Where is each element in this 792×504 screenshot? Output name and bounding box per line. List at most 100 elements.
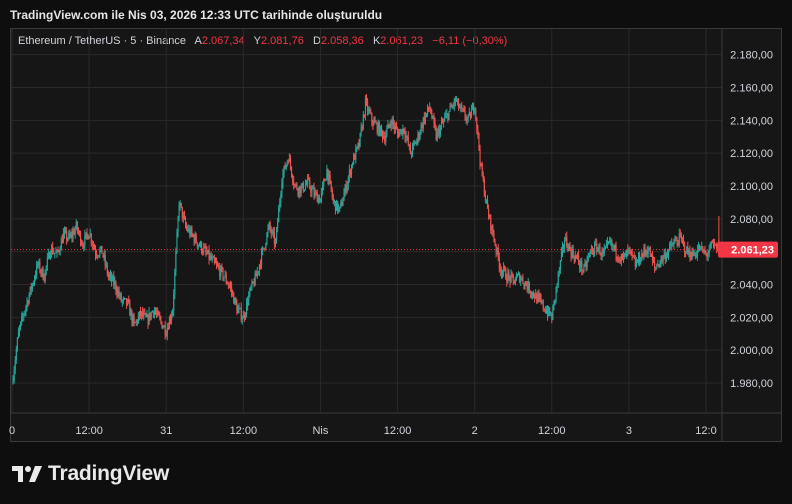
candle-body: [404, 131, 406, 138]
candle-body: [226, 282, 228, 285]
candle-body: [455, 100, 458, 102]
candle-body: [165, 334, 167, 336]
candle-body: [406, 136, 408, 138]
time-tick-label: 12:00: [538, 425, 566, 437]
candle-body: [213, 257, 216, 262]
candle-body: [18, 327, 21, 332]
candle-body: [277, 222, 279, 228]
candle-body: [129, 302, 131, 316]
candle-body: [138, 311, 141, 317]
candle-body: [176, 232, 178, 253]
candle-body: [548, 307, 550, 316]
candle-body: [280, 194, 282, 203]
candle-body: [537, 294, 539, 303]
candle-body: [374, 120, 376, 123]
candle-body: [639, 254, 641, 263]
candle-body: [589, 249, 591, 254]
candle-body: [100, 245, 102, 250]
footer-brand[interactable]: TradingView: [12, 460, 169, 488]
candle-body: [384, 136, 386, 143]
candle-body: [417, 133, 419, 141]
candle-body: [425, 113, 428, 115]
candle-body: [575, 255, 578, 258]
candle-body: [294, 184, 296, 186]
candle-body: [699, 246, 701, 250]
open-label: A: [194, 35, 202, 47]
candle-body: [474, 109, 476, 112]
candle-body: [197, 244, 199, 247]
candle-body: [238, 308, 240, 310]
candle-body: [503, 267, 505, 272]
candle-body: [544, 310, 546, 313]
chart-panel[interactable]: [10, 28, 782, 442]
candle-body: [546, 310, 549, 316]
candle-body: [492, 225, 494, 235]
candle-body: [212, 257, 214, 259]
candle-body: [466, 117, 468, 121]
candle-body: [383, 136, 385, 138]
candle-body: [618, 260, 620, 262]
candle-body: [43, 279, 45, 282]
candle-body: [536, 293, 538, 303]
candle-body: [304, 184, 307, 190]
candle-body: [464, 110, 466, 118]
candle-body: [706, 254, 708, 256]
candle-body: [234, 298, 236, 304]
candle-body: [317, 197, 319, 203]
candle-body: [332, 197, 334, 202]
candle-body: [14, 360, 16, 370]
candle-body: [12, 380, 14, 383]
candle-body: [145, 313, 147, 317]
candle-body: [650, 254, 652, 258]
candle-body: [75, 221, 77, 229]
time-tick-label: Nis: [312, 425, 328, 437]
candle-body: [343, 193, 345, 201]
candle-body: [473, 105, 475, 112]
candle-body: [513, 279, 515, 284]
candle-body: [597, 248, 599, 252]
time-axis[interactable]: 0 12:00 31 12:00 Nis 12:00 2 12:00 3 12:0: [9, 425, 717, 437]
candle-body: [48, 253, 51, 259]
candle-body: [657, 264, 659, 267]
candle-body: [526, 285, 528, 290]
candle-body: [491, 225, 493, 231]
candle-body: [415, 142, 417, 144]
candle-body: [119, 293, 121, 297]
candle-body: [446, 113, 448, 115]
candle-body: [387, 124, 389, 129]
candle-body: [586, 260, 588, 267]
candle-body: [179, 202, 181, 207]
candle-body: [252, 281, 254, 283]
candle-body: [555, 287, 557, 300]
candle-body: [477, 128, 479, 134]
price-axis[interactable]: 1.980,002.000,002.020,002.040,002.060,00…: [730, 50, 773, 390]
candle-body: [153, 311, 156, 315]
candle-body: [16, 338, 18, 350]
candle-body: [556, 283, 558, 288]
candle-body: [316, 192, 318, 203]
candle-body: [676, 240, 678, 244]
last-price-label: 2.061,23: [731, 245, 774, 257]
candle-body: [593, 252, 595, 254]
candle-body: [321, 191, 323, 199]
candle-body: [144, 313, 146, 315]
candle-body: [142, 311, 144, 317]
price-tick-label: 2.120,00: [730, 148, 773, 160]
candle-body: [273, 232, 275, 244]
candle-body: [651, 254, 654, 261]
candle-body: [375, 122, 377, 124]
candle-body: [382, 131, 384, 138]
candle-body: [307, 177, 309, 184]
high-label: Y: [253, 35, 261, 47]
candle-body: [348, 170, 350, 178]
candle-body: [107, 273, 109, 277]
candle-body: [502, 271, 504, 275]
candle-body: [438, 129, 440, 136]
candle-body: [84, 234, 86, 247]
candle-body: [250, 287, 252, 289]
candle-body: [96, 254, 98, 256]
candle-body: [312, 188, 314, 190]
candle-body: [41, 268, 43, 273]
candle-body: [292, 175, 294, 182]
